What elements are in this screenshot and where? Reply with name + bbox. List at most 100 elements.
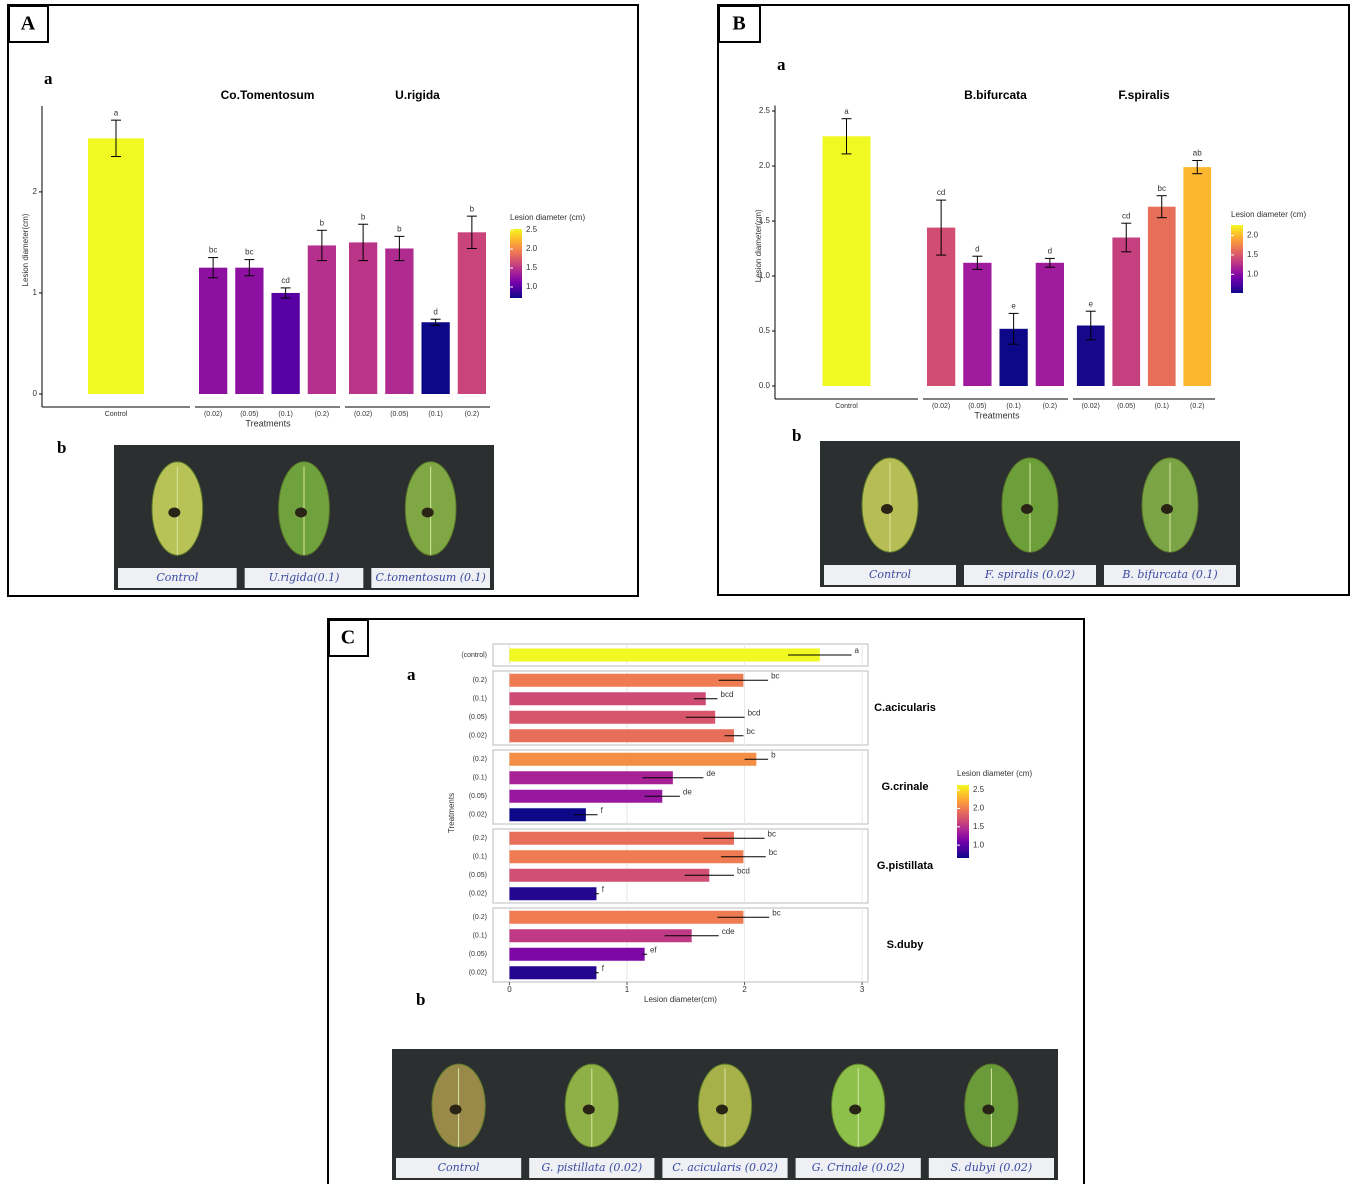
colorbar — [1231, 225, 1243, 293]
facet-title: Co.Tomentosum — [221, 88, 315, 102]
y-tick-label: (0.05) — [469, 714, 487, 721]
bar — [509, 850, 744, 864]
significance-letter: b — [470, 204, 475, 213]
bar — [1035, 262, 1065, 386]
photo-caption: G. Crinale (0.02) — [812, 1161, 905, 1174]
bar — [509, 929, 692, 943]
y-tick-label: (0.1) — [473, 696, 487, 703]
error-bar — [208, 257, 219, 279]
bar — [509, 947, 645, 961]
significance-letter: d — [433, 307, 437, 316]
error-bar — [1008, 312, 1019, 345]
error-bar — [316, 229, 327, 262]
panel-label: C — [341, 627, 355, 649]
bar — [509, 887, 597, 901]
significance-letter: bc — [771, 671, 779, 680]
legend-tick-label: 2.5 — [526, 225, 538, 234]
facet-title: C.acicularis — [874, 702, 936, 714]
error-bar — [1085, 310, 1096, 341]
bar — [509, 729, 734, 743]
colorbar — [510, 229, 522, 298]
x-tick-label: (0.05) — [240, 411, 258, 418]
bar — [509, 808, 586, 822]
bar — [509, 648, 820, 662]
bar — [348, 242, 378, 394]
x-tick-label: (0.2) — [1043, 403, 1057, 410]
bar — [271, 292, 300, 394]
photo-caption: S. dubyi (0.02) — [951, 1161, 1033, 1174]
bar — [509, 831, 734, 845]
panel-frame — [7, 4, 639, 597]
y-tick-label: (0.02) — [469, 891, 487, 898]
caption-box — [928, 1158, 1054, 1178]
x-axis-label: Treatments — [245, 418, 291, 428]
bar — [509, 910, 744, 924]
sub-label: b — [57, 438, 66, 457]
lesion — [295, 507, 307, 518]
caption-box — [795, 1158, 921, 1178]
x-tick-label: 0 — [507, 985, 512, 994]
caption-box — [964, 565, 1096, 585]
y-tick-label: 2 — [33, 187, 38, 196]
photo-caption: Control — [156, 571, 198, 584]
x-tick-label: (0.2) — [315, 411, 329, 418]
significance-letter: bc — [746, 727, 754, 736]
photo-caption: F. spiralis (0.02) — [984, 568, 1075, 581]
lesion — [849, 1104, 862, 1115]
significance-letter: b — [361, 212, 366, 221]
error-bar — [972, 255, 983, 270]
lesion — [982, 1104, 995, 1115]
significance-letter: bc — [209, 246, 217, 255]
lesion — [1021, 504, 1033, 514]
bar — [509, 771, 673, 785]
x-tick-label: (0.02) — [354, 411, 372, 418]
significance-letter: bc — [769, 848, 777, 857]
caption-box — [1104, 565, 1236, 585]
y-axis-label: Treatments — [447, 793, 456, 833]
panel-frame — [327, 618, 1085, 1189]
significance-letter: de — [706, 769, 715, 778]
x-tick-label: (0.02) — [932, 403, 950, 410]
significance-letter: d — [975, 244, 979, 253]
y-tick-label: 1.5 — [759, 216, 771, 225]
panel-label: B — [732, 13, 745, 35]
x-tick-label: (0.05) — [1117, 403, 1135, 410]
error-bar — [841, 118, 852, 155]
y-tick-label: (0.2) — [473, 677, 487, 684]
x-tick-label: (0.1) — [278, 411, 292, 418]
bar — [509, 868, 710, 882]
facet-title: G.pistillata — [877, 860, 934, 872]
y-tick-label: (0.02) — [469, 812, 487, 819]
bar — [509, 710, 716, 724]
y-tick-label: (0.1) — [473, 933, 487, 940]
legend-tick-label: 1.5 — [1247, 250, 1259, 259]
legend-tick-label: 1.0 — [1247, 269, 1259, 278]
sub-label: a — [407, 665, 416, 684]
x-tick-label: 3 — [860, 985, 865, 994]
bar — [509, 966, 597, 980]
significance-letter: a — [114, 108, 119, 117]
error-bar — [1192, 160, 1203, 175]
x-tick-label: (0.2) — [465, 411, 479, 418]
photo-caption: C.tomentosum (0.1) — [375, 571, 485, 584]
legend-tick-label: 2.5 — [973, 785, 985, 794]
bar — [235, 267, 264, 394]
significance-letter: b — [397, 224, 402, 233]
y-tick-label: (control) — [461, 652, 487, 659]
bar — [1112, 237, 1141, 386]
y-tick-label: (0.05) — [469, 793, 487, 800]
photo-caption: C. acicularis (0.02) — [672, 1161, 778, 1174]
significance-letter: bcd — [748, 708, 761, 717]
significance-letter: f — [601, 806, 604, 815]
significance-letter: ef — [650, 945, 657, 954]
legend-title: Lesion diameter (cm) — [957, 769, 1032, 778]
error-bar — [466, 215, 477, 249]
significance-letter: bc — [772, 908, 780, 917]
bar — [88, 138, 144, 394]
bar — [385, 248, 414, 394]
significance-letter: a — [844, 107, 849, 116]
legend-tick-label: 2.0 — [526, 244, 538, 253]
facet-title: U.rigida — [395, 88, 440, 102]
bar — [509, 673, 744, 687]
significance-letter: d — [1048, 247, 1052, 256]
